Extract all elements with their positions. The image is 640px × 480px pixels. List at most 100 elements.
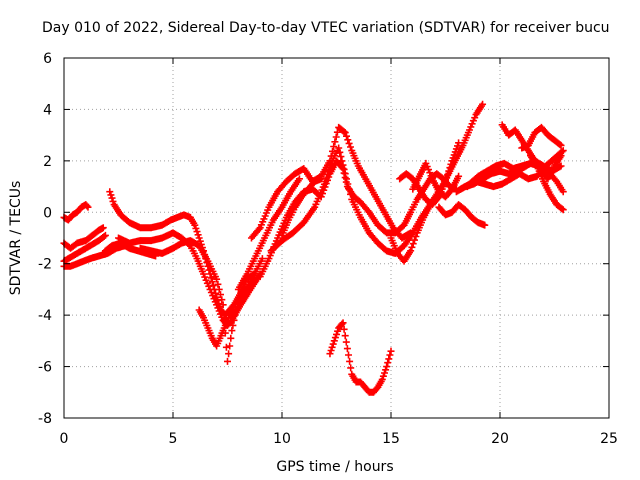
data-point-run [168, 214, 180, 223]
series-arc-18 [409, 159, 463, 201]
data-point-run [89, 227, 102, 239]
data-point-run [545, 132, 557, 143]
data-point [219, 301, 227, 309]
data-point-run [366, 230, 381, 246]
data-point-run [331, 327, 342, 342]
data-point-run [103, 243, 115, 254]
data-point-run [105, 245, 119, 257]
data-point-run [253, 257, 265, 273]
data-point-run [388, 237, 400, 255]
data-point-run [96, 233, 108, 243]
data-point-run [475, 168, 490, 180]
data-point-run [279, 230, 296, 244]
data-point-run [251, 272, 263, 287]
data-point-run [456, 202, 468, 213]
data-point-run [356, 164, 370, 183]
data-point-run [257, 257, 272, 278]
data-point-run [118, 240, 132, 252]
data-point-run [188, 237, 202, 249]
x-tick-label: 5 [169, 431, 178, 447]
series-arc-25 [527, 152, 567, 214]
data-point-run [554, 180, 566, 194]
series-arc-10 [234, 175, 303, 293]
series-arc-22 [463, 147, 567, 191]
data-point-run [545, 164, 557, 181]
data-point [343, 345, 351, 353]
data-point-run [384, 351, 394, 367]
y-tick-label: -8 [38, 411, 52, 427]
data-point-run [249, 225, 263, 240]
data-point-run [552, 137, 564, 149]
data-point-run [366, 388, 376, 396]
data-point-run [421, 177, 433, 191]
data-point-run [209, 282, 219, 297]
data-point-run [362, 384, 372, 395]
series-arc-9 [195, 303, 238, 350]
data-point-run [196, 308, 206, 320]
data-point-run [443, 209, 455, 218]
data-point-run [543, 155, 557, 169]
data-point-run [68, 240, 80, 251]
data-point-run [373, 195, 387, 214]
data-point-run [443, 186, 455, 200]
data-point [330, 337, 338, 345]
data-point-run [205, 260, 219, 281]
data-point-run [205, 266, 215, 282]
data-point-run [201, 273, 213, 290]
data-point-run [353, 378, 363, 386]
data-point-run [246, 270, 259, 286]
data-point-run [382, 211, 396, 229]
data-point-run [449, 174, 461, 191]
data-point-run [301, 166, 315, 184]
series-arc-2 [60, 224, 107, 252]
series-arc-3 [60, 231, 109, 265]
data-point-run [484, 163, 498, 174]
data-point-run [227, 305, 237, 317]
data-point [341, 170, 349, 178]
data-point [195, 234, 203, 242]
data-point-run [87, 237, 102, 249]
data-point-run [552, 153, 564, 168]
data-point-run [393, 222, 407, 236]
data-point-run [506, 168, 520, 177]
data-point-run [214, 280, 226, 304]
data-point-run [188, 244, 200, 260]
data-point-run [421, 203, 433, 219]
data-point-run [159, 217, 174, 228]
series-arc-14 [278, 175, 325, 239]
series-arc-7 [115, 229, 264, 329]
data-point-run [257, 206, 272, 229]
data-point-run [491, 180, 505, 190]
data-point-run [279, 190, 293, 209]
x-tick-label: 25 [600, 431, 618, 447]
data-point-run [240, 282, 252, 297]
data-point-run [229, 311, 239, 322]
data-point-run [299, 187, 311, 199]
data-point-run [327, 340, 337, 354]
data-point-run [79, 242, 93, 254]
series-arc-6 [106, 188, 258, 319]
data-point-run [541, 180, 553, 196]
data-point-run [244, 282, 256, 296]
data-point-run [364, 180, 378, 199]
data-point-run [244, 255, 259, 275]
data-point-run [284, 171, 298, 184]
data-point-run [401, 249, 413, 263]
data-point-run [519, 142, 531, 152]
data-point-run [375, 222, 389, 236]
data-point-run [351, 194, 363, 205]
data-point-run [401, 210, 413, 227]
data-point-run [349, 372, 359, 384]
data-point-run [475, 219, 488, 229]
y-tick-label: 2 [43, 154, 52, 170]
data-point-run [358, 200, 372, 215]
data-point-run [410, 174, 422, 191]
data-point-run [449, 142, 461, 162]
data-point-run [430, 194, 442, 207]
data-point-run [292, 165, 307, 177]
data-point-run [526, 173, 540, 182]
x-tick-label: 15 [382, 431, 400, 447]
data-point [224, 357, 231, 365]
data-point-run [266, 190, 280, 209]
data-point-run [336, 124, 348, 136]
